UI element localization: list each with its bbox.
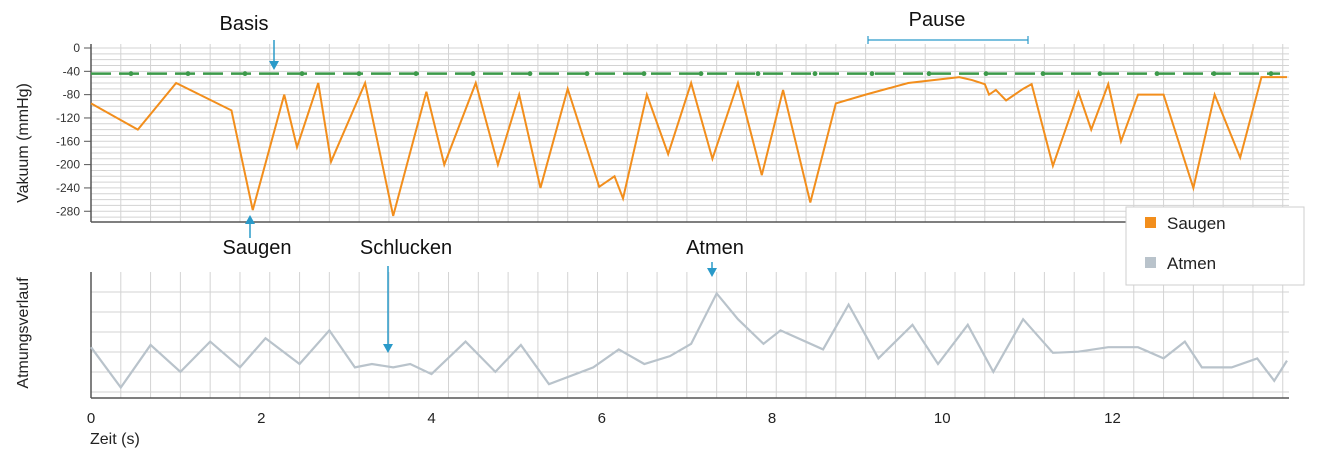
- annotations: Basis Saugen Schlucken Atmen Pause: [220, 9, 1029, 353]
- series-atmen: [90, 291, 1288, 390]
- annotation-pause-label: Pause: [909, 9, 966, 31]
- baseline-dot: [698, 71, 704, 77]
- legend-label-saugen: Saugen: [1167, 214, 1226, 233]
- baseline-dot: [1211, 71, 1217, 77]
- x-tick-label: 8: [768, 410, 776, 427]
- annotation-atmen-arrowhead: [707, 268, 717, 277]
- y-tick-label: -40: [63, 64, 81, 78]
- y-tick-label: -160: [56, 134, 80, 148]
- annotation-basis-arrowhead: [269, 61, 279, 70]
- annotation-saugen-arrowhead: [245, 215, 255, 224]
- series-line-atmen: [90, 291, 1288, 390]
- baseline-dot: [413, 71, 419, 77]
- bottom-y-axis-label: Atmungsverlauf: [15, 277, 32, 389]
- baseline-dot: [983, 71, 989, 77]
- x-tick-label: 2: [257, 410, 265, 427]
- legend-swatch-atmen: [1145, 257, 1156, 268]
- baseline-dot: [128, 71, 134, 77]
- legend-label-atmen: Atmen: [1167, 254, 1216, 273]
- x-tick-label: 6: [598, 410, 606, 427]
- x-tick-label: 12: [1104, 410, 1121, 427]
- annotation-atmen: Atmen: [686, 237, 744, 277]
- baseline-dot: [584, 71, 590, 77]
- y-tick-label: -280: [56, 204, 80, 218]
- legend-swatch-saugen: [1145, 217, 1156, 228]
- x-tick-labels: 0 2 4 6 8 10 12: [87, 410, 1121, 427]
- top-y-tick-labels: 0 -40 -80 -120 -160 -200 -240 -280: [56, 41, 91, 218]
- baseline-dot: [1040, 71, 1046, 77]
- baseline-dot: [299, 71, 305, 77]
- baseline-dot: [470, 71, 476, 77]
- baseline-dot: [242, 71, 248, 77]
- series-saugen: [90, 76, 1287, 217]
- baseline-dot: [185, 71, 191, 77]
- top-y-axis-label: Vakuum (mmHg): [15, 83, 32, 203]
- baseline-dot: [1268, 71, 1274, 77]
- baseline-dot: [926, 71, 932, 77]
- series-line-saugen: [90, 76, 1287, 217]
- annotation-basis-label: Basis: [220, 13, 269, 35]
- x-axis-label: Zeit (s): [90, 431, 140, 448]
- annotation-schlucken-label: Schlucken: [360, 237, 452, 259]
- baseline-dots: [128, 71, 1274, 77]
- y-tick-label: 0: [73, 41, 80, 55]
- bottom-grid: [91, 272, 1289, 398]
- annotation-pause: Pause: [867, 9, 1029, 44]
- bottom-panel: 0 2 4 6 8 10 12 Atmungsverlauf Zeit (s): [15, 272, 1289, 448]
- x-tick-label: 0: [87, 410, 95, 427]
- y-tick-label: -120: [56, 111, 80, 125]
- baseline-dot: [869, 71, 875, 77]
- annotation-atmen-label: Atmen: [686, 237, 744, 259]
- y-tick-label: -80: [63, 88, 81, 102]
- baseline-dot: [356, 71, 362, 77]
- baseline-dot: [1154, 71, 1160, 77]
- baseline-dot: [812, 71, 818, 77]
- top-grid: [91, 44, 1289, 222]
- annotation-schlucken-arrowhead: [383, 344, 393, 353]
- baseline-dot: [527, 71, 533, 77]
- top-panel: 0 -40 -80 -120 -160 -200 -240 -280 Vakuum (mmHg…: [15, 41, 1289, 223]
- legend: Saugen Atmen: [1125, 206, 1305, 286]
- baseline-dot: [755, 71, 761, 77]
- annotation-saugen-label: Saugen: [223, 237, 292, 259]
- annotation-saugen: Saugen: [223, 215, 292, 259]
- annotation-basis: Basis: [220, 13, 279, 70]
- baseline-dot: [641, 71, 647, 77]
- baseline-dot: [1097, 71, 1103, 77]
- y-tick-label: -200: [56, 158, 80, 172]
- x-tick-label: 4: [427, 410, 435, 427]
- annotation-schlucken: Schlucken: [360, 237, 452, 353]
- y-tick-label: -240: [56, 181, 80, 195]
- x-tick-label: 10: [934, 410, 951, 427]
